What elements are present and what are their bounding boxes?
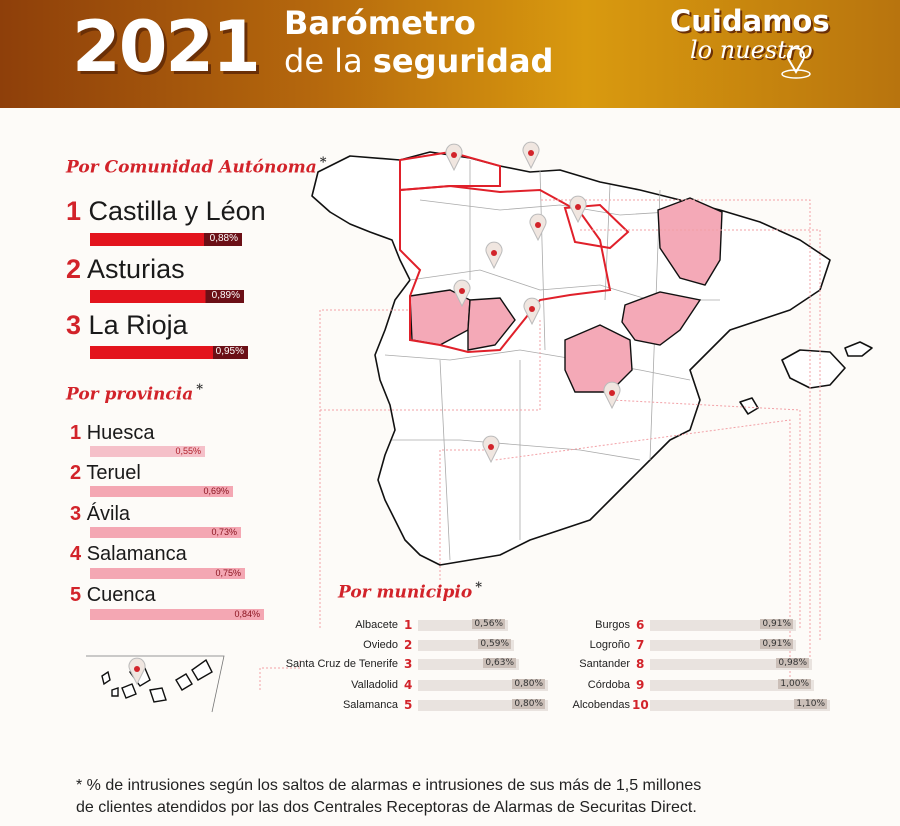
municipio-num-9: 9 [636,678,645,692]
huesca-region [657,197,723,286]
map-pin-icon [603,381,621,410]
municipio-num-4: 4 [404,678,413,692]
year-title: 2021 [72,6,261,88]
provincia-bar-4: 0,75% [90,568,245,579]
section-title-provincia: Por provincia * [66,382,204,405]
map-pins [445,141,621,464]
municipio-bar-3: 0,63% [418,658,519,670]
provincia-bar-3: 0,73% [90,527,241,538]
brand-pin-icon [781,47,811,79]
teruel-region [621,291,702,346]
title-barometro: Barómetro [284,4,476,42]
municipio-row-2: Oviedo [363,639,398,651]
comunidad-item-2: 2 Asturias [66,254,185,284]
menorca-outline [844,341,873,357]
municipio-num-2: 2 [404,638,413,652]
municipio-bar-10: 1,10% [650,699,830,711]
comunidad-bar-1: 0,88% [90,233,242,246]
municipio-bar-9: 1,00% [650,679,814,691]
municipio-row-7: Logroño [589,639,630,651]
provincia-item-1: 1 Huesca [70,422,155,444]
provincia-bar-1: 0,55% [90,446,205,457]
section-title-municipio: Por municipio * [338,580,483,603]
provincia-item-5: 5 Cuenca [70,584,156,606]
municipio-row-3: Santa Cruz de Tenerife [285,658,398,670]
municipio-bar-6: 0,91% [650,619,796,631]
municipio-row-1: Albacete [355,619,398,631]
cuenca-region [564,324,633,393]
la-rioja-outline [563,203,630,250]
municipio-num-1: 1 [404,618,413,632]
provincia-item-2: 2 Teruel [70,462,141,484]
comunidad-bar-3: 0,95% [90,346,248,359]
municipio-num-8: 8 [636,657,645,671]
municipio-num-7: 7 [636,638,645,652]
footnote-line-2: de clientes atendidos por las dos Centra… [76,799,697,816]
municipio-row-6: Burgos [595,619,630,631]
comunidad-item-1: 1 Castilla y Léon [66,196,266,226]
title-seguridad: de la seguridad [284,42,554,80]
mallorca-outline [781,349,846,389]
municipio-bar-2: 0,59% [418,639,514,651]
footnote: * % de intrusiones según los saltos de a… [76,775,866,819]
map-pin-icon [453,279,471,308]
comunidad-bar-2: 0,89% [90,290,244,303]
footnote-line-1: * % de intrusiones según los saltos de a… [76,777,702,794]
provincia-item-3: 3 Ávila [70,503,131,525]
avila-region [467,297,516,351]
canary-islands-inset [86,655,225,713]
map-pin-icon [522,141,540,170]
municipio-num-3: 3 [404,657,413,671]
municipio-row-5: Salamanca [342,699,398,711]
map-pin-icon [445,143,463,172]
header-banner: 2021 Barómetro de la seguridad Cuidamos … [0,0,900,108]
map-pin-icon [569,195,587,224]
brand-logo-line1: Cuidamos [670,4,830,38]
provincia-item-4: 4 Salamanca [70,543,187,565]
municipio-num-10: 10 [632,698,649,712]
map-pin-icon [482,435,500,464]
map-pin-icon [529,213,547,242]
provincia-bar-5: 0,84% [90,609,264,620]
municipio-row-8: Santander [579,658,630,670]
municipio-row-9: Córdoba [587,679,630,691]
map-pin-icon [485,241,503,270]
municipio-num-6: 6 [636,618,645,632]
provincia-bar-2: 0,69% [90,486,233,497]
map-pin-icon [128,657,146,686]
municipio-bar-4: 0,80% [418,679,548,691]
municipio-bar-7: 0,91% [650,639,796,651]
municipio-row-10: Alcobendas [572,699,631,711]
municipio-num-5: 5 [404,698,413,712]
map-pin-icon [523,297,541,326]
municipio-bar-1: 0,56% [418,619,508,631]
municipio-bar-5: 0,80% [418,699,548,711]
ibiza-outline [739,397,759,415]
municipio-bar-8: 0,98% [650,658,812,670]
municipio-row-4: Valladolid [351,679,398,691]
comunidad-item-3: 3 La Rioja [66,310,188,340]
section-title-comunidad: Por Comunidad Autónoma * [66,155,327,178]
